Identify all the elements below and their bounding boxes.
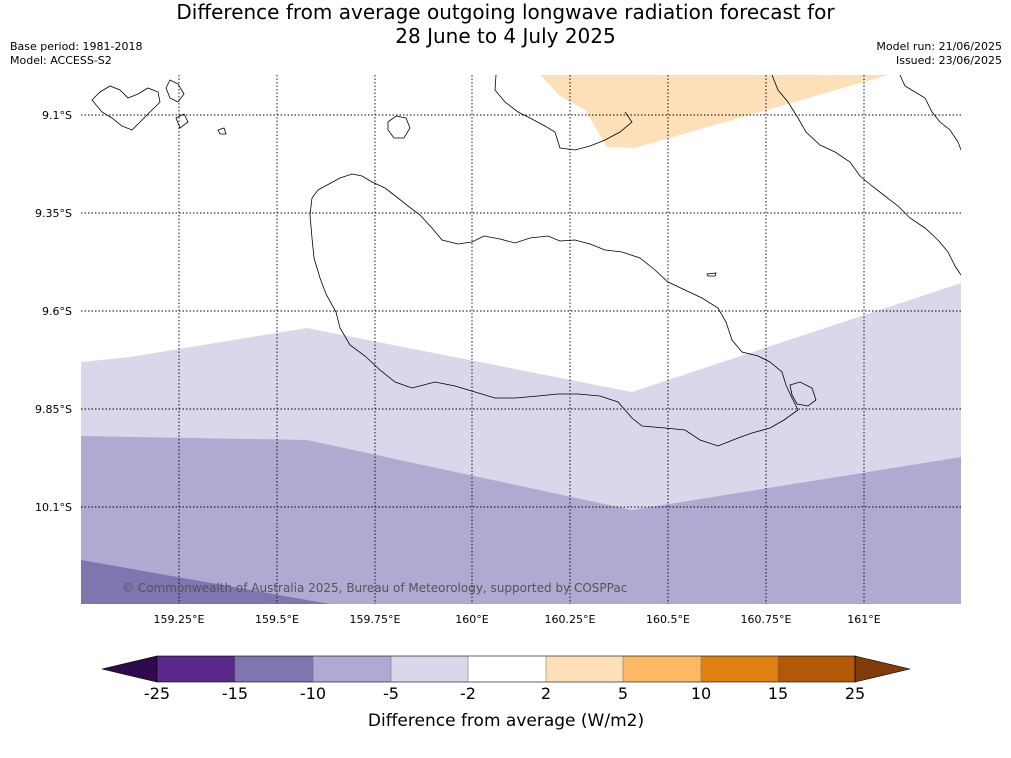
colorbar-segment-3 [313, 656, 391, 682]
model-run: Model run: 21/06/2025 [876, 40, 1002, 53]
colorbar-tick-1: -25 [144, 684, 170, 703]
shade-light-orange [540, 75, 888, 148]
model-name: Model: ACCESS-S2 [10, 54, 112, 67]
colorbar-outline [156, 655, 856, 683]
islet-north-small [387, 115, 411, 139]
longitude-labels: 159.25°E 159.5°E 159.75°E 160°E 160.25°E… [154, 613, 881, 626]
lon-label-2: 159.5°E [255, 613, 299, 626]
lon-label-3: 159.75°E [350, 613, 401, 626]
meta-left: Base period: 1981-2018 Model: ACCESS-S2 [10, 40, 142, 68]
lon-label-6: 160.5°E [646, 613, 690, 626]
island-main-coast [309, 173, 799, 447]
lon-label-5: 160.25°E [545, 613, 596, 626]
colorbar-tick-3: -10 [300, 684, 326, 703]
island-north-center [494, 75, 633, 151]
shade-medium-lavender [81, 436, 961, 604]
colorbar-segment-2 [235, 656, 313, 682]
islets-northwest [91, 85, 161, 131]
islets-northwest-2 [165, 79, 185, 103]
colorbar-title: Difference from average (W/m2) [368, 711, 644, 731]
colorbar-segment-4 [391, 656, 468, 682]
latitude-labels: 9.1°S 9.35°S 9.6°S 9.85°S 10.1°S [35, 109, 72, 514]
islet-east-small [706, 272, 717, 277]
title-line-1: Difference from average outgoing longwav… [176, 0, 835, 24]
colorbar-tick-7: 5 [618, 684, 628, 703]
title-line-2: 28 June to 4 July 2025 [395, 24, 616, 48]
lon-label-8: 161°E [847, 613, 880, 626]
lat-label-2: 9.35°S [35, 207, 72, 220]
colorbar-segment-1 [157, 656, 235, 682]
shade-dark-purple [81, 560, 330, 604]
map-panel: © Commonwealth of Australia 2025, Bureau… [81, 75, 961, 604]
colorbar-low-extend [101, 655, 158, 683]
lon-label-1: 159.25°E [154, 613, 205, 626]
colorbar-segment-5 [468, 656, 546, 682]
island-east-tip [789, 381, 817, 407]
island-northeast-upper [899, 75, 961, 151]
lat-label-4: 9.85°S [35, 403, 72, 416]
islets-northwest-4 [217, 127, 227, 135]
gridlines [81, 75, 961, 604]
issued-date: Issued: 23/06/2025 [895, 54, 1002, 67]
copyright-text: © Commonwealth of Australia 2025, Bureau… [122, 581, 627, 595]
colorbar: -25 -15 -10 -5 -2 2 5 10 15 25 Differenc… [101, 655, 911, 731]
colorbar-tick-6: 2 [541, 684, 551, 703]
colorbar-segment-6 [546, 656, 623, 682]
chart-title: Difference from average outgoing longwav… [0, 0, 1011, 48]
colorbar-segment-8 [701, 656, 778, 682]
lat-label-5: 10.1°S [35, 501, 72, 514]
lat-label-1: 9.1°S [42, 109, 72, 122]
lon-label-4: 160°E [455, 613, 488, 626]
colorbar-tick-2: -15 [222, 684, 248, 703]
colorbar-tick-9: 15 [768, 684, 788, 703]
colorbar-high-extend [854, 655, 911, 683]
lat-label-3: 9.6°S [42, 305, 72, 318]
colorbar-segment-9 [778, 656, 855, 682]
colorbar-tick-8: 10 [691, 684, 711, 703]
meta-right: Model run: 21/06/2025 Issued: 23/06/2025 [876, 40, 1002, 68]
lon-label-7: 160.75°E [741, 613, 792, 626]
base-period: Base period: 1981-2018 [10, 40, 143, 53]
colorbar-tick-4: -5 [383, 684, 399, 703]
colorbar-segment-7 [623, 656, 701, 682]
colorbar-tick-5: -2 [460, 684, 476, 703]
colorbar-tick-10: 25 [845, 684, 865, 703]
